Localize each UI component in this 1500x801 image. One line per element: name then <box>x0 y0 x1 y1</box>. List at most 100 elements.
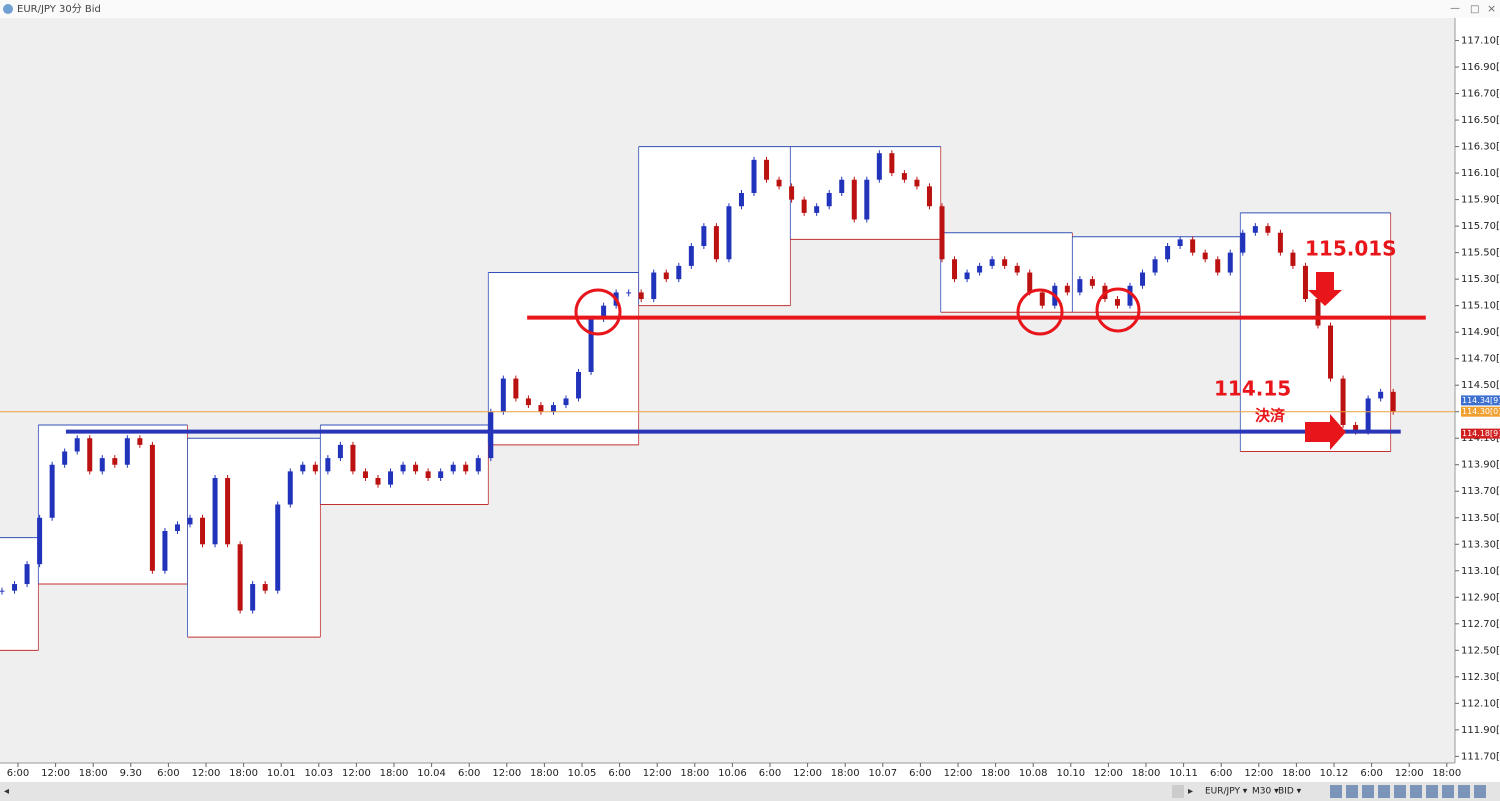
candle-body <box>751 159 757 193</box>
candle-body <box>513 378 519 399</box>
candle-body <box>450 464 456 472</box>
candle-body <box>250 584 256 611</box>
candle-body <box>601 305 607 319</box>
candle-body <box>726 206 732 260</box>
candle-body <box>1089 279 1095 286</box>
y-tick-label: 113.90[0 <box>1461 460 1500 471</box>
tool-icon[interactable] <box>1410 785 1422 798</box>
candle-body <box>225 477 231 545</box>
candle-body <box>1240 232 1246 253</box>
y-tick-label: 114.10[0 <box>1461 433 1500 444</box>
tool-icon[interactable] <box>1458 785 1470 798</box>
app-icon <box>3 4 13 14</box>
tool-icon[interactable] <box>1394 785 1406 798</box>
symbol-select[interactable]: EUR/JPY ▾ <box>1205 787 1248 797</box>
price-label: 114.18[9] <box>1462 429 1500 438</box>
candle-body <box>1064 285 1070 293</box>
y-tick-label: 115.90[0 <box>1461 195 1500 206</box>
candle-body <box>488 411 494 459</box>
window-title: EUR/JPY 30分 Bid <box>17 3 101 15</box>
candle-body <box>1328 325 1334 379</box>
candle-body <box>312 464 318 472</box>
candle-body <box>901 173 907 180</box>
period-select[interactable]: M30 ▾ <box>1252 787 1279 797</box>
x-tick-label: 12:00 <box>793 768 822 779</box>
candle-body <box>1315 299 1321 326</box>
tool-icons <box>1330 785 1486 798</box>
tool-icon[interactable] <box>1378 785 1390 798</box>
candle-body <box>174 524 180 532</box>
candle-body <box>1177 239 1183 247</box>
candle-body <box>1140 272 1146 286</box>
y-tick-label: 112.30[0 <box>1461 672 1500 683</box>
candle-body <box>576 371 582 399</box>
x-tick-label: 12:00 <box>342 768 371 779</box>
x-tick-label: 6:00 <box>1210 768 1232 779</box>
y-tick-label: 113.10[0 <box>1461 566 1500 577</box>
y-tick-label: 114.70[0 <box>1461 354 1500 365</box>
y-tick-label: 113.30[0 <box>1461 539 1500 550</box>
candle-body <box>826 192 832 207</box>
tool-icon[interactable] <box>1474 785 1486 798</box>
toolbar <box>0 782 1500 801</box>
tool-icon[interactable] <box>1346 785 1358 798</box>
y-tick-label: 112.90[0 <box>1461 592 1500 603</box>
scroll-left[interactable]: ◂ <box>4 786 9 797</box>
scroll-thumb[interactable] <box>1172 785 1184 798</box>
price-label-box <box>1461 406 1500 417</box>
candle-body <box>1378 391 1384 399</box>
x-tick-label: 12:00 <box>944 768 973 779</box>
candle-body <box>977 265 983 273</box>
y-tick-label: 115.50[0 <box>1461 248 1500 259</box>
candle-body <box>1014 265 1020 273</box>
tool-icon[interactable] <box>1362 785 1374 798</box>
x-tick-label: 10.12 <box>1320 768 1349 779</box>
candle-body <box>525 398 531 406</box>
x-tick-label: 10.11 <box>1169 768 1198 779</box>
close[interactable]: × <box>1487 2 1496 15</box>
tool-icon[interactable] <box>1426 785 1438 798</box>
candle-body <box>638 292 644 300</box>
candle-body <box>438 471 444 478</box>
tool-icon[interactable] <box>1442 785 1454 798</box>
candle-body <box>926 186 932 207</box>
minimize[interactable]: — <box>1450 3 1460 14</box>
candle-body <box>1027 272 1033 293</box>
y-tick-label: 112.50[0 <box>1461 645 1500 656</box>
candle-body <box>74 438 80 452</box>
candle-body <box>1390 391 1396 412</box>
candle-body <box>676 265 682 280</box>
candle-body <box>275 504 281 591</box>
x-tick-label: 12:00 <box>643 768 672 779</box>
y-tick-label: 112.10[0 <box>1461 698 1500 709</box>
x-tick-label: 6:00 <box>7 768 29 779</box>
circle-marker <box>1016 288 1064 336</box>
candle-body <box>1290 252 1296 266</box>
candle-body <box>1202 252 1208 260</box>
x-tick-label: 18:00 <box>1432 768 1461 779</box>
candle-body <box>87 438 93 472</box>
scroll-right[interactable]: ▸ <box>1188 786 1193 797</box>
y-tick-label: 111.70[0 <box>1461 751 1500 762</box>
price-axis <box>1455 18 1500 763</box>
y-tick-label: 113.50[0 <box>1461 513 1500 524</box>
candle-body <box>889 153 895 174</box>
x-tick-label: 18:00 <box>680 768 709 779</box>
candle-body <box>425 471 431 478</box>
x-tick-label: 12:00 <box>41 768 70 779</box>
candle-body <box>839 179 845 193</box>
candle-body <box>701 226 707 247</box>
price-select[interactable]: BID ▾ <box>1278 787 1302 797</box>
y-tick-label: 115.10[0 <box>1461 301 1500 312</box>
candle-body <box>1114 299 1120 306</box>
x-tick-label: 18:00 <box>831 768 860 779</box>
maximize[interactable]: □ <box>1470 4 1479 15</box>
candle-body <box>400 464 406 472</box>
y-tick-label: 116.90[0 <box>1461 62 1500 73</box>
x-tick-label: 18:00 <box>981 768 1010 779</box>
candle-body <box>200 517 206 545</box>
y-tick-label: 116.50[0 <box>1461 115 1500 126</box>
title-bar <box>0 0 1500 18</box>
candle-body <box>413 464 419 472</box>
tool-icon[interactable] <box>1330 785 1342 798</box>
